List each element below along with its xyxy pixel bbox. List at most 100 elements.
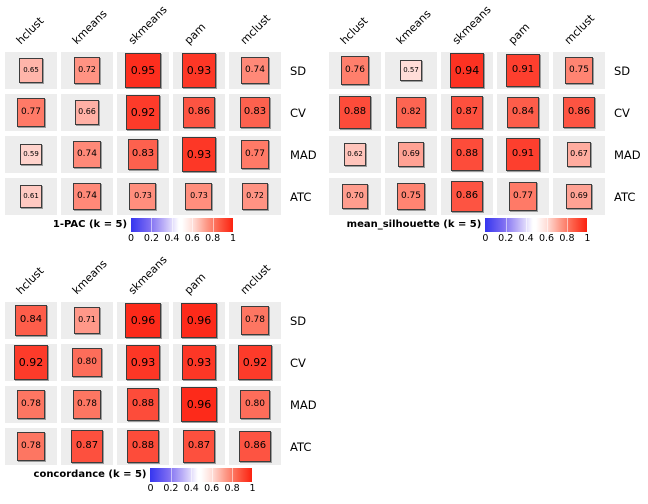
- heatmap-square: 0.69: [566, 183, 592, 210]
- legend-tick-label: 0.4: [183, 483, 199, 494]
- legend-bar: 0 0.2 0.4 0.6 0.8 1: [147, 467, 256, 495]
- legend-tickmark: [505, 218, 507, 232]
- column-header-mclust: mclust: [237, 261, 274, 297]
- legend-gradient: [485, 218, 588, 232]
- heatmap-square: 0.61: [19, 185, 43, 208]
- heatmap-value: 0.91: [511, 148, 535, 160]
- heatmap-square: 0.96: [181, 386, 217, 423]
- legend-tick-label: 0.8: [205, 233, 221, 244]
- column-header-skmeans: skmeans: [449, 3, 494, 47]
- heatmap-value: 0.88: [131, 440, 155, 452]
- panel-mean-silhouette: hclust kmeans skmeans pam mclust 0.76 0.57 0.94…: [324, 0, 648, 250]
- legend-tickmark: [151, 218, 153, 232]
- legend-tickmark: [211, 468, 213, 482]
- column-header-skmeans: skmeans: [125, 3, 170, 47]
- heatmap-square: 0.66: [74, 100, 100, 125]
- heatmap-value: 0.93: [186, 147, 212, 161]
- legend-tick-label: 0.6: [538, 233, 555, 244]
- legend-tick-label: 0.4: [164, 233, 180, 244]
- heatmap-square: 0.96: [125, 302, 161, 339]
- heatmap-square: 0.82: [395, 97, 427, 128]
- heatmap-value: 0.74: [76, 190, 97, 201]
- heatmap-value: 0.77: [20, 106, 42, 117]
- heatmap-square: 0.84: [15, 304, 47, 337]
- heatmap-square: 0.91: [506, 137, 540, 172]
- heatmap-square: 0.76: [340, 56, 370, 85]
- legend-tick-label: 0.4: [518, 233, 534, 244]
- heatmap-square: 0.57: [400, 59, 422, 82]
- heatmap-square: 0.75: [565, 56, 593, 85]
- heatmap-square: 0.77: [240, 140, 270, 169]
- heatmap-square: 0.74: [73, 182, 101, 211]
- heatmap-square: 0.87: [70, 430, 104, 463]
- legend-gradient: [150, 468, 253, 482]
- heatmap-value: 0.67: [570, 149, 588, 159]
- heatmap-value: 0.82: [400, 106, 422, 117]
- heatmap-value: 0.78: [20, 440, 42, 451]
- heatmap-value: 0.92: [242, 355, 268, 369]
- column-header-pam: pam: [505, 20, 533, 47]
- heatmap-value: 0.83: [131, 148, 155, 160]
- column-header-pam: pam: [181, 20, 209, 47]
- heatmap-square: 0.84: [507, 96, 539, 129]
- heatmap-value: 0.57: [403, 65, 419, 74]
- legend: 1-PAC (k = 5) 0 0.2 0.4 0.6 0.8 1: [5, 217, 281, 245]
- heatmap-value: 0.75: [400, 191, 422, 201]
- heatmap-value: 0.86: [243, 440, 267, 452]
- heatmap-square: 0.93: [181, 345, 217, 380]
- heatmap-value: 0.96: [186, 313, 212, 327]
- heatmap-value: 0.72: [78, 65, 96, 75]
- heatmap-value: 0.83: [243, 106, 267, 118]
- heatmap-square: 0.96: [181, 302, 217, 339]
- legend-tickmark: [232, 468, 234, 482]
- legend-bar: 0 0.2 0.4 0.6 0.8 1: [128, 217, 236, 245]
- legend-tickmark: [526, 218, 528, 232]
- heatmap-square: 0.93: [125, 345, 161, 380]
- heatmap-square: 0.70: [342, 183, 368, 210]
- row-label-CV: CV: [614, 105, 630, 120]
- heatmap-value: 0.78: [20, 398, 42, 409]
- heatmap-value: 0.61: [23, 191, 39, 200]
- heatmap-value: 0.74: [244, 64, 265, 75]
- heatmap-square: 0.92: [237, 345, 272, 380]
- heatmap-value: 0.69: [570, 191, 588, 201]
- row-label-ATC: ATC: [290, 189, 312, 204]
- legend-tick-label: 0.8: [224, 483, 240, 494]
- heatmap-value: 0.78: [76, 398, 98, 409]
- heatmap-value: 0.59: [23, 149, 39, 158]
- heatmap-square: 0.93: [181, 53, 217, 88]
- heatmap-value: 0.75: [568, 65, 590, 75]
- legend-tick-label: 0: [482, 233, 489, 244]
- heatmap-value: 0.93: [130, 355, 156, 369]
- heatmap-value: 0.95: [130, 63, 156, 77]
- heatmap-square: 0.78: [72, 390, 102, 419]
- legend-tick-label: 0: [147, 483, 154, 494]
- legend-tickmark: [192, 218, 194, 232]
- heatmap-square: 0.65: [18, 58, 44, 83]
- column-header-hclust: hclust: [13, 14, 47, 48]
- heatmap-square: 0.78: [16, 390, 46, 419]
- legend-title: concordance (k = 5): [33, 469, 147, 480]
- column-header-hclust: hclust: [337, 14, 371, 48]
- row-label-SD: SD: [290, 63, 307, 78]
- heatmap-value: 0.66: [78, 107, 96, 117]
- heatmap-square: 0.75: [397, 182, 425, 211]
- panel-1pac: hclust kmeans skmeans pam mclust 0.65 0.72 0.95…: [0, 0, 324, 250]
- heatmap-value: 0.91: [511, 64, 535, 76]
- heatmap-value: 0.76: [344, 64, 366, 75]
- heatmap-square: 0.86: [239, 430, 271, 463]
- column-header-mclust: mclust: [561, 11, 598, 47]
- legend-tickmark: [212, 218, 214, 232]
- heatmap-square: 0.92: [13, 345, 48, 380]
- legend-bar: 0 0.2 0.4 0.6 0.8 1: [482, 217, 590, 245]
- legend-title: 1-PAC (k = 5): [52, 219, 128, 230]
- legend-tickmark: [171, 218, 173, 232]
- column-header-mclust: mclust: [237, 11, 274, 47]
- heatmap-value: 0.88: [455, 148, 479, 160]
- heatmap-square: 0.93: [181, 137, 217, 172]
- heatmap-square: 0.69: [398, 141, 424, 168]
- heatmap-value: 0.65: [23, 65, 39, 74]
- legend-tickmark: [170, 468, 172, 482]
- row-label-MAD: MAD: [290, 397, 317, 412]
